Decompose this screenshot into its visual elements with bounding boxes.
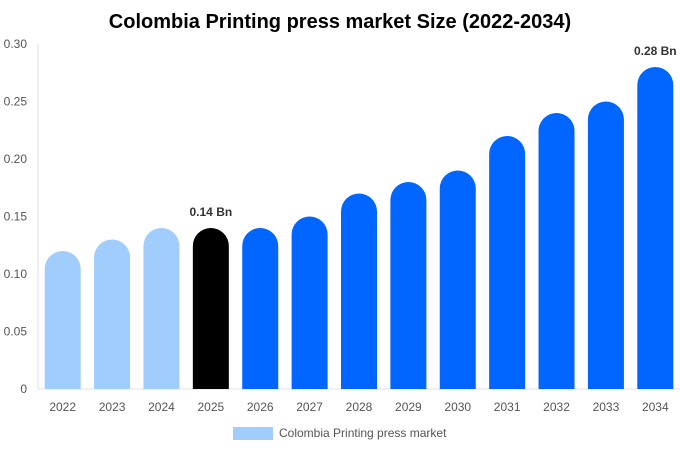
y-tick-label: 0.25	[4, 95, 28, 109]
y-tick-label: 0.10	[4, 267, 28, 281]
bar-2030	[439, 170, 476, 389]
x-axis: 2022 2023 2024 2025 2026 2027 2028 2029 2030 2031…	[49, 400, 669, 414]
bar-2029	[390, 182, 427, 389]
legend-swatch	[233, 427, 273, 440]
bars	[44, 67, 674, 389]
bar-2022	[44, 251, 81, 389]
legend[interactable]: Colombia Printing press market	[233, 426, 447, 440]
y-tick-label: 0.20	[4, 152, 28, 166]
bar-2032	[538, 113, 575, 389]
chart-title: Colombia Printing press market Size (202…	[109, 11, 571, 33]
x-tick-label: 2024	[148, 400, 175, 414]
bar-2024	[143, 228, 180, 389]
legend-label: Colombia Printing press market	[279, 426, 447, 440]
x-tick-label: 2029	[395, 400, 422, 414]
x-tick-label: 2023	[99, 400, 126, 414]
data-labels: 0.14 Bn 0.28 Bn	[190, 44, 677, 219]
x-tick-label: 2031	[494, 400, 521, 414]
y-tick-label: 0.30	[4, 37, 28, 51]
bar-2026	[242, 228, 279, 389]
y-tick-label: 0.05	[4, 325, 28, 339]
bar-2034	[637, 67, 674, 389]
data-label: 0.14 Bn	[190, 205, 233, 219]
y-tick-label: 0.15	[4, 210, 28, 224]
y-tick-label: 0	[20, 382, 27, 396]
x-tick-label: 2027	[296, 400, 323, 414]
x-tick-label: 2026	[247, 400, 274, 414]
x-tick-label: 2022	[49, 400, 76, 414]
data-label: 0.28 Bn	[634, 44, 677, 58]
bar-2023	[94, 239, 131, 389]
x-tick-label: 2030	[444, 400, 471, 414]
x-tick-label: 2034	[642, 400, 669, 414]
x-tick-label: 2028	[346, 400, 373, 414]
bar-2031	[489, 135, 526, 389]
bar-2028	[341, 193, 377, 389]
bar-2025	[192, 228, 229, 389]
bar-2027	[291, 216, 328, 389]
x-tick-label: 2025	[197, 400, 224, 414]
bar-2033	[587, 101, 624, 389]
x-tick-label: 2033	[593, 400, 620, 414]
x-tick-label: 2032	[543, 400, 570, 414]
